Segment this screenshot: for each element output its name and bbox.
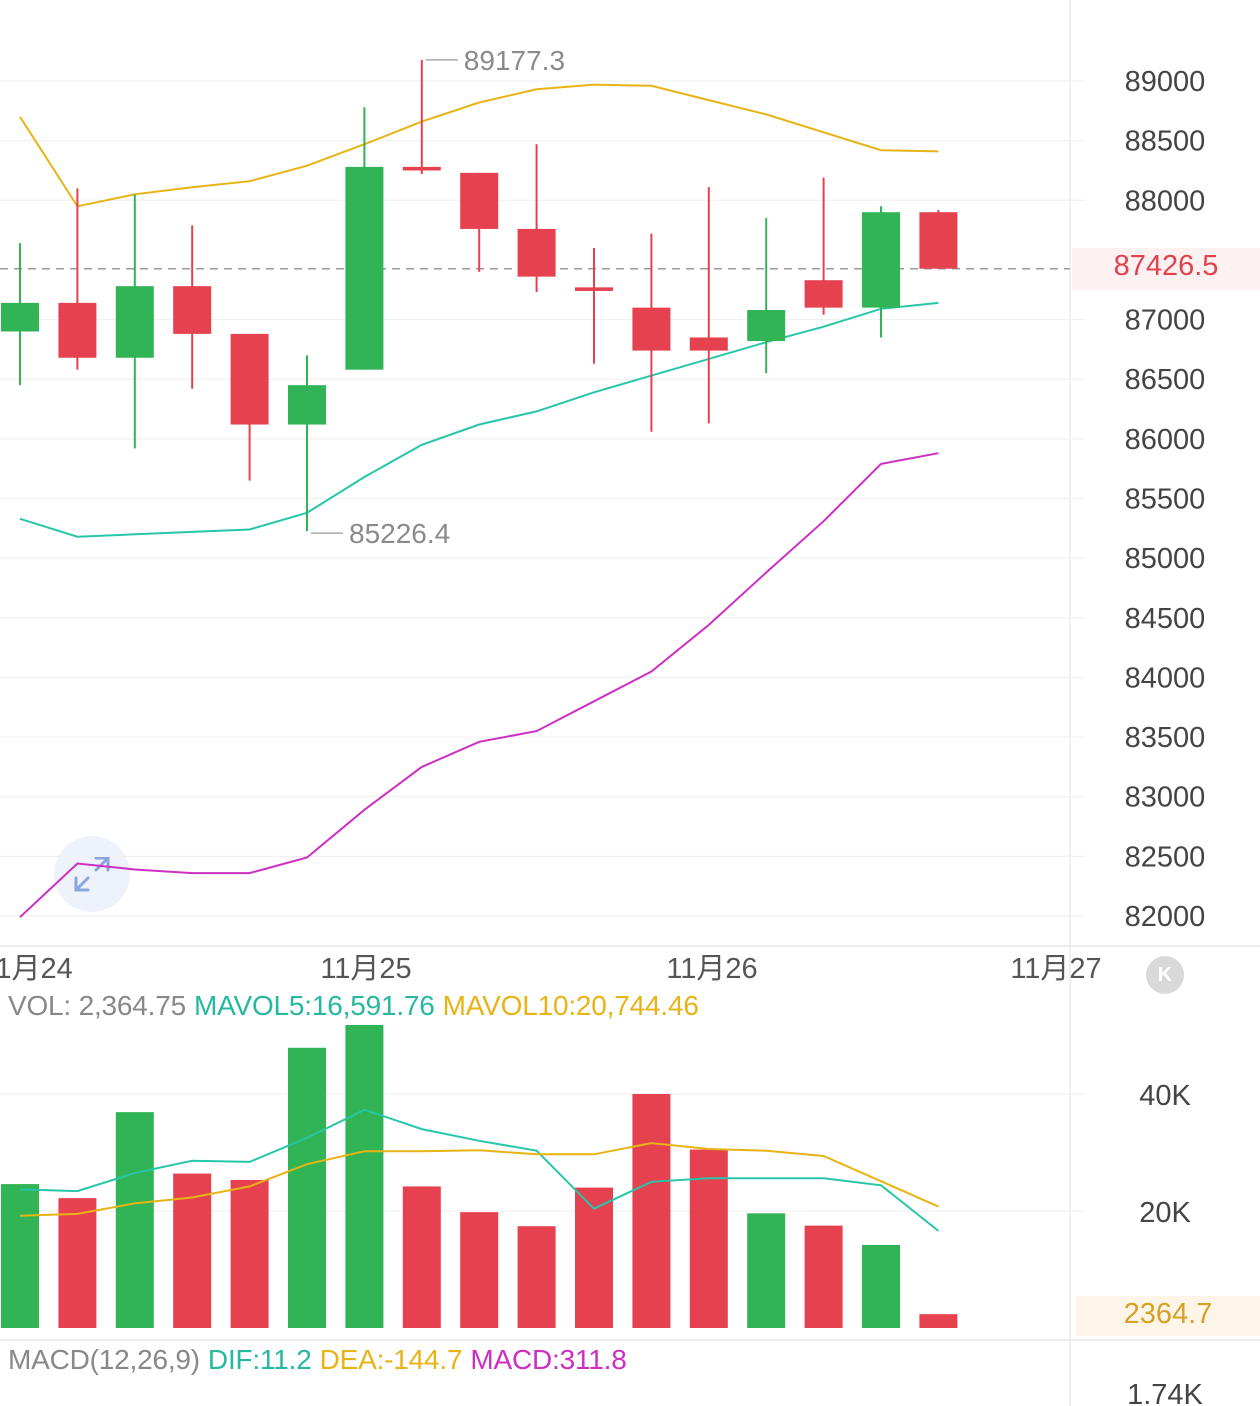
indicator-line <box>19 452 939 918</box>
volume-bar <box>402 1186 441 1328</box>
mavol5-value: MAVOL5:16,591.76 <box>193 990 435 1021</box>
volume-legend: VOL: 2,364.75 MAVOL5:16,591.76 MAVOL10:20,… <box>8 990 707 1022</box>
price-axis-label: 88500 <box>1125 126 1206 158</box>
price-axis-label: 86500 <box>1125 364 1206 396</box>
price-axis-label: 89000 <box>1125 66 1206 98</box>
macd-params: MACD(12,26,9) <box>8 1344 200 1375</box>
low-annotation-label: 85226.4 <box>349 518 450 549</box>
price-axis-label: 82000 <box>1125 901 1206 933</box>
volume-bar <box>517 1226 556 1328</box>
volume-bar <box>345 1024 384 1328</box>
volume-bar <box>115 1112 154 1328</box>
price-axis-label: 84500 <box>1125 603 1206 635</box>
mavol10-value: MAVOL10:20,744.46 <box>442 990 699 1021</box>
volume-current-label: 2364.7 <box>1123 1298 1213 1330</box>
candle-body <box>345 166 384 370</box>
price-axis-label: 83500 <box>1125 722 1206 754</box>
candle-body <box>919 212 958 269</box>
date-axis-label: 11月26 <box>666 953 757 985</box>
date-axis-label: 1月24 <box>0 953 73 985</box>
candle-body <box>173 286 212 334</box>
current-price-label: 87426.5 <box>1113 250 1219 282</box>
candle-body <box>862 212 900 308</box>
date-axis-label: 11月27 <box>1010 953 1101 985</box>
current-price-tag <box>1072 248 1260 290</box>
volume-bar <box>288 1047 326 1328</box>
volume-bar <box>804 1225 843 1328</box>
candle-body <box>689 337 728 351</box>
candle-body <box>1 302 39 332</box>
volume-axis-label: 20K <box>1139 1197 1191 1229</box>
volume-bar <box>460 1212 499 1328</box>
candle-body <box>58 302 97 358</box>
volume-bar <box>58 1198 97 1328</box>
volume-bar <box>632 1094 671 1328</box>
dea-value: DEA:-144.7 <box>319 1344 463 1375</box>
price-axis-label: 85500 <box>1125 484 1206 516</box>
date-axis-label: 11月25 <box>320 953 411 985</box>
candle-body <box>747 310 786 342</box>
macd-value: MACD:311.8 <box>470 1344 627 1375</box>
candle-body <box>517 228 556 277</box>
macd-axis-label: 1.74K <box>1127 1379 1203 1406</box>
high-annotation-label: 89177.3 <box>464 45 565 76</box>
k-logo-button[interactable]: K <box>1146 956 1184 994</box>
candle-body <box>804 280 843 308</box>
candle-body <box>575 287 613 291</box>
vol-value: VOL: 2,364.75 <box>8 990 186 1021</box>
price-axis-label: 85000 <box>1125 543 1206 575</box>
price-axis-label: 87000 <box>1125 305 1206 337</box>
volume-bar <box>747 1213 786 1328</box>
price-axis-label: 82500 <box>1125 841 1206 873</box>
candle-body <box>115 286 154 358</box>
price-axis-label: 83000 <box>1125 782 1206 814</box>
volume-current-tag <box>1076 1296 1260 1336</box>
dif-value: DIF:11.2 <box>207 1344 312 1375</box>
candle-body <box>632 307 671 351</box>
mavol10-line <box>19 1142 939 1217</box>
boll-mid-line <box>19 301 939 538</box>
volume-bar <box>862 1244 900 1328</box>
candle-body <box>288 385 326 425</box>
boll-upper-line <box>19 83 939 208</box>
volume-bar <box>689 1149 728 1328</box>
price-axis-label: 88000 <box>1125 185 1206 217</box>
macd-legend: MACD(12,26,9) DIF:11.2 DEA:-144.7 MACD:311.… <box>8 1344 635 1376</box>
volume-axis-label: 40K <box>1139 1080 1191 1112</box>
mavol5-line <box>19 1108 940 1232</box>
candle-body <box>460 172 499 229</box>
candle-body <box>402 166 441 171</box>
volume-bar <box>919 1314 958 1328</box>
candle-body <box>230 333 269 425</box>
price-axis-label: 86000 <box>1125 424 1206 456</box>
price-axis-label: 84000 <box>1125 662 1206 694</box>
volume-bar <box>575 1187 613 1328</box>
volume-bar <box>1 1184 39 1328</box>
volume-bar <box>230 1179 269 1328</box>
